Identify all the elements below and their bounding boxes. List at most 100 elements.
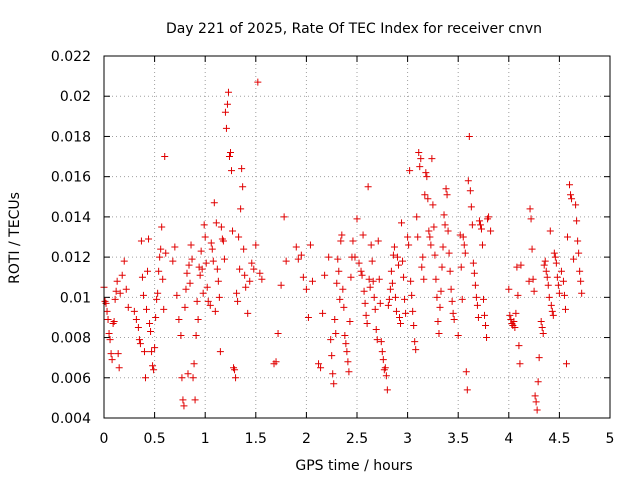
data-point xyxy=(371,305,379,313)
data-point xyxy=(154,289,162,297)
data-point xyxy=(191,396,199,404)
data-point xyxy=(537,317,545,325)
data-point xyxy=(572,201,580,209)
data-point xyxy=(366,283,374,291)
data-point xyxy=(105,330,113,338)
data-point xyxy=(394,261,402,269)
data-point xyxy=(365,275,373,283)
data-point xyxy=(386,285,394,293)
data-point xyxy=(514,291,522,299)
data-point xyxy=(222,124,230,132)
data-point xyxy=(478,241,486,249)
data-point xyxy=(331,315,339,323)
data-point xyxy=(146,319,154,327)
data-point xyxy=(194,315,202,323)
data-point xyxy=(353,215,361,223)
data-point xyxy=(161,153,169,161)
data-point xyxy=(550,249,558,257)
data-point xyxy=(423,173,431,181)
data-point xyxy=(416,163,424,171)
data-point xyxy=(532,398,540,406)
data-point xyxy=(351,253,359,261)
x-tick-label: 2.5 xyxy=(346,431,368,447)
data-point xyxy=(162,249,170,257)
data-point xyxy=(315,360,323,368)
data-point xyxy=(341,332,349,340)
data-point xyxy=(513,263,521,271)
y-tick-label: 0.004 xyxy=(51,411,91,427)
data-point xyxy=(445,249,453,257)
data-point xyxy=(208,245,216,253)
data-point xyxy=(225,153,233,161)
data-point xyxy=(443,191,451,199)
data-point xyxy=(292,243,300,251)
data-point xyxy=(528,245,536,253)
data-point xyxy=(441,221,449,229)
data-point xyxy=(153,295,161,303)
data-point xyxy=(239,183,247,191)
data-point xyxy=(396,313,404,321)
y-tick-label: 0.018 xyxy=(51,129,91,145)
y-tick-label: 0.02 xyxy=(60,89,91,105)
data-point xyxy=(436,303,444,311)
data-point xyxy=(140,348,148,356)
data-point xyxy=(459,233,467,241)
x-tick-label: 1 xyxy=(201,431,210,447)
data-point xyxy=(482,321,490,329)
data-point xyxy=(183,269,191,277)
data-point xyxy=(408,291,416,299)
plot-frame xyxy=(103,55,611,419)
data-point xyxy=(481,311,489,319)
data-point xyxy=(474,313,482,321)
data-point xyxy=(363,319,371,327)
data-point xyxy=(542,267,550,275)
data-point xyxy=(219,237,227,245)
data-point xyxy=(199,289,207,297)
data-point xyxy=(470,269,478,277)
data-point xyxy=(411,338,419,346)
data-point xyxy=(535,354,543,362)
data-point xyxy=(413,213,421,221)
data-point xyxy=(148,348,156,356)
data-point xyxy=(233,289,241,297)
data-point xyxy=(186,279,194,287)
x-tick-label: 1.5 xyxy=(245,431,267,447)
data-point xyxy=(112,287,120,295)
data-point xyxy=(368,257,376,265)
y-tick-label: 0.022 xyxy=(51,49,91,65)
data-point xyxy=(400,273,408,281)
data-point xyxy=(187,241,195,249)
data-point xyxy=(426,233,434,241)
data-point xyxy=(124,303,132,311)
data-point xyxy=(175,315,183,323)
data-point xyxy=(476,221,484,229)
data-point xyxy=(543,273,551,281)
data-point xyxy=(531,392,539,400)
data-point xyxy=(246,277,254,285)
data-point xyxy=(181,303,189,311)
data-point xyxy=(487,227,495,235)
x-tick-label: 4 xyxy=(504,431,513,447)
data-point xyxy=(397,319,405,327)
data-point xyxy=(435,330,443,338)
data-point xyxy=(472,293,480,301)
data-point xyxy=(381,364,389,372)
data-point xyxy=(223,100,231,108)
data-point xyxy=(213,265,221,273)
data-point xyxy=(533,406,541,414)
data-point xyxy=(454,332,462,340)
data-point xyxy=(254,78,262,86)
data-point xyxy=(370,293,378,301)
data-point xyxy=(143,305,151,313)
data-point xyxy=(317,364,325,372)
data-point xyxy=(364,183,372,191)
data-point xyxy=(107,350,115,358)
data-point xyxy=(334,255,342,263)
data-point xyxy=(150,366,158,374)
data-point xyxy=(232,374,240,382)
data-point xyxy=(462,368,470,376)
data-point xyxy=(362,311,370,319)
data-point xyxy=(407,277,415,285)
data-point xyxy=(242,283,250,291)
